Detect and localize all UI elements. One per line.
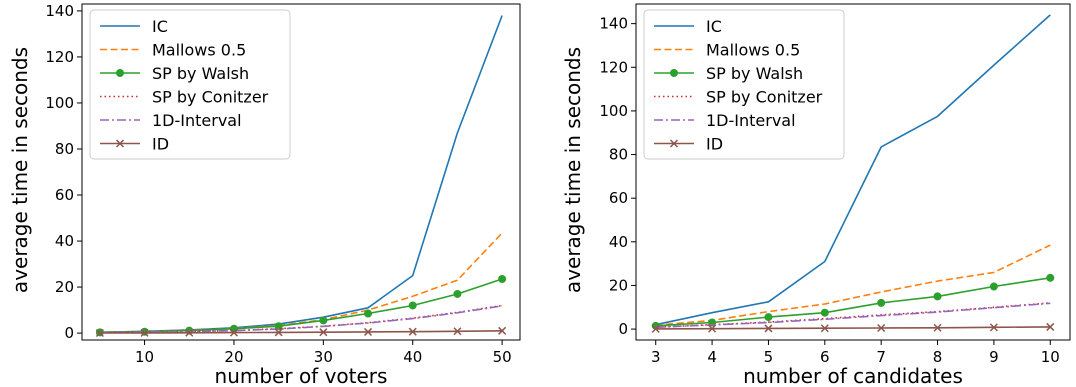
- series-line-mallows-0-5: [655, 244, 1051, 326]
- y-axis-label: average time in seconds: [561, 47, 585, 293]
- data-point-id: [274, 328, 283, 337]
- y-tick-label: 20: [55, 278, 74, 296]
- series-line-1d-interval: [99, 305, 503, 334]
- y-tick-label: 140: [599, 15, 628, 33]
- legend-marker-id: [115, 139, 125, 148]
- legend-label-sp-by-walsh: SP by Walsh: [706, 64, 803, 83]
- data-point-sp-by-walsh: [453, 289, 462, 298]
- x-tick-label: 30: [314, 348, 333, 366]
- data-point-id: [229, 328, 238, 337]
- series-line-id: [655, 326, 1051, 330]
- y-tick-label: 140: [45, 2, 74, 20]
- data-point-id: [877, 323, 886, 333]
- legend-marker-id: [669, 139, 679, 148]
- x-tick-label: 3: [651, 348, 661, 366]
- x-axis-label: number of candidates: [743, 364, 963, 387]
- legend-box: [89, 9, 291, 160]
- legend-label-sp-by-conitzer: SP by Conitzer: [706, 88, 823, 107]
- data-point-id: [820, 324, 829, 333]
- y-tick-label: 60: [609, 189, 628, 207]
- y-tick-label: 0: [64, 324, 74, 342]
- data-point-sp-by-walsh: [1046, 273, 1055, 282]
- y-tick-label: 120: [599, 58, 628, 76]
- x-tick-label: 10: [135, 348, 154, 366]
- data-point-sp-by-walsh: [319, 316, 328, 325]
- data-point-sp-by-walsh: [989, 282, 998, 291]
- data-point-sp-by-walsh: [408, 301, 417, 310]
- series-line-mallows-0-5: [99, 232, 503, 334]
- data-point-id: [453, 327, 462, 336]
- x-tick-label: 4: [707, 348, 717, 366]
- data-point-id: [764, 324, 773, 333]
- x-tick-label: 6: [820, 348, 830, 366]
- legend-marker-sp-by-walsh: [116, 69, 124, 77]
- legend-label-id: ID: [706, 135, 723, 154]
- data-point-sp-by-walsh: [764, 313, 773, 322]
- data-point-sp-by-walsh: [364, 309, 373, 318]
- plot-frame: [635, 3, 1071, 341]
- data-point-id: [140, 328, 149, 337]
- legend: IC Mallows 0.5 SP by Walsh SP by Conitzer 1D…: [89, 9, 291, 160]
- legend-label-1d-interval: 1D-Interval: [706, 111, 796, 130]
- y-tick-label: 100: [599, 102, 628, 120]
- y-tick-label: 80: [609, 146, 628, 164]
- legend-marker-sp-by-walsh: [670, 69, 678, 77]
- data-point-id: [1046, 322, 1055, 331]
- series-line-sp-by-walsh: [655, 277, 1051, 327]
- x-tick-label: 9: [989, 348, 999, 366]
- legend-label-mallows-0-5: Mallows 0.5: [706, 41, 800, 60]
- y-tick-label: 100: [45, 94, 74, 112]
- y-tick-label: 60: [55, 186, 74, 204]
- legend-label-id: ID: [152, 135, 169, 154]
- data-point-sp-by-walsh: [820, 308, 829, 317]
- data-point-id: [498, 326, 507, 335]
- legend-label-sp-by-walsh: SP by Walsh: [152, 64, 249, 83]
- legend-label-ic: IC: [152, 17, 168, 36]
- data-point-sp-by-walsh: [140, 327, 149, 336]
- data-point-id: [408, 327, 417, 336]
- x-axis-label: number of voters: [215, 364, 388, 387]
- y-tick-label: 0: [618, 320, 628, 338]
- data-point-id: [319, 328, 328, 337]
- series-line-sp-by-walsh: [99, 278, 503, 334]
- plot-frame: [81, 3, 521, 341]
- data-point-sp-by-walsh: [877, 298, 886, 307]
- chart-panel-voters: 0 20 40 60 80 100 120 140 10 20 30 40 50 number of vo…: [8, 2, 521, 387]
- x-tick-label: 5: [764, 348, 774, 366]
- legend-box: [643, 9, 845, 160]
- series-line-id: [99, 330, 503, 334]
- y-tick-label: 80: [55, 140, 74, 158]
- data-point-sp-by-walsh: [498, 275, 507, 284]
- legend-label-mallows-0-5: Mallows 0.5: [152, 41, 246, 60]
- legend-label-1d-interval: 1D-Interval: [152, 111, 242, 130]
- y-axis-label: average time in seconds: [8, 47, 32, 293]
- data-point-id: [989, 323, 998, 332]
- y-tick-label: 120: [45, 48, 74, 66]
- data-point-sp-by-walsh: [933, 292, 942, 301]
- data-point-id: [95, 328, 104, 338]
- chart-panel-candidates: 0 20 40 60 80 100 120 140 3 4 5 6 7 8 9 10 number of can…: [561, 3, 1071, 387]
- series-line-ic: [655, 14, 1051, 326]
- legend: IC Mallows 0.5 SP by Walsh SP by Conitzer 1D…: [643, 9, 845, 160]
- x-tick-label: 40: [403, 348, 422, 366]
- y-tick-label: 40: [55, 232, 74, 250]
- y-tick-label: 40: [609, 233, 628, 251]
- data-point-id: [364, 327, 373, 336]
- y-tick-label: 20: [609, 276, 628, 294]
- x-tick-label: 20: [224, 348, 243, 366]
- x-tick-label: 10: [1041, 348, 1060, 366]
- x-tick-label: 50: [493, 348, 512, 366]
- data-point-id: [651, 324, 660, 333]
- data-point-sp-by-walsh: [229, 324, 238, 333]
- legend-label-ic: IC: [706, 17, 722, 36]
- data-point-id: [933, 323, 942, 332]
- data-point-id: [708, 324, 717, 333]
- data-point-id: [185, 328, 194, 337]
- series-line-sp-by-conitzer: [99, 304, 503, 334]
- legend-label-sp-by-conitzer: SP by Conitzer: [152, 88, 269, 107]
- x-tick-label: 8: [933, 348, 943, 366]
- series-line-1d-interval: [655, 302, 1051, 329]
- x-tick-label: 7: [876, 348, 886, 366]
